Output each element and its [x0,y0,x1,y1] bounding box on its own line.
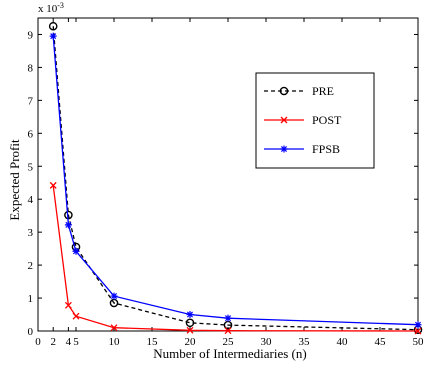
x-tick-label: 4 [66,336,72,348]
x-tick-label: 45 [375,336,387,348]
series-lines [48,21,423,335]
data-point [64,221,72,229]
x-tick-label: 25 [223,336,235,348]
data-point [49,32,57,40]
x-tick-label: 40 [337,336,349,348]
data-point [72,247,80,255]
y-tick-label: 8 [28,62,34,74]
x-tick-label: 15 [147,336,159,348]
series-line [52,26,419,331]
legend-label: PRE [312,84,334,98]
y-axis-label: Expected Profit [7,139,22,221]
legend: PRE POST FPSB [255,72,375,169]
x-tick-label: 2 [50,336,56,348]
data-point [48,21,58,31]
series-fpsb [49,32,422,329]
x-tick-label: 0 [35,336,41,348]
y-tick-label: 2 [28,260,34,272]
data-point [414,327,422,335]
y-tick-label: 5 [28,161,34,173]
data-point [110,324,118,332]
data-point [64,301,72,309]
data-point [110,292,118,300]
data-point [72,312,80,320]
x-tick-label: 35 [299,336,311,348]
data-point [224,327,232,335]
data-point [279,86,289,96]
legend-entry-pre: PRE [264,84,334,98]
x-tick-label: 10 [109,336,121,348]
data-point [280,116,288,124]
x-tick-label: 20 [185,336,197,348]
data-point [186,326,194,334]
y-tick-label: 1 [28,293,34,305]
legend-label: POST [312,113,342,127]
x-axis-label: Number of Intermediaries (n) [153,346,306,361]
y-tick-label: 0 [28,326,34,338]
series-line [52,185,419,332]
legend-entry-fpsb: FPSB [264,142,340,156]
data-point [49,181,57,189]
x-tick-label: 5 [73,336,79,348]
series-post [49,181,422,335]
y-scale-exponent: -3 [57,1,64,10]
data-point [186,311,194,319]
y-tick-label: 6 [28,128,34,140]
y-tick-label: 4 [28,194,34,206]
x-tick-label: 50 [413,336,424,348]
data-point [280,145,288,153]
plot-frame [37,17,419,332]
x-tick-label: 30 [261,336,273,348]
y-tick-label: 3 [28,227,34,239]
y-scale-multiplier: x 10-3 [38,1,64,15]
data-point [185,318,195,328]
data-point [414,321,422,329]
data-point [224,314,232,322]
y-tick-labels: 0 1 2 3 4 5 6 7 8 9 [28,29,34,338]
y-tick-label: 7 [28,95,34,107]
legend-label: FPSB [312,142,340,156]
plot-axes [37,17,419,332]
legend-entry-post: POST [264,113,342,127]
x-tick-labels: 0 2 4 5 10 15 20 25 30 35 40 45 50 [35,336,424,348]
y-scale-base: x 10 [38,3,58,15]
y-tick-label: 9 [28,29,34,41]
